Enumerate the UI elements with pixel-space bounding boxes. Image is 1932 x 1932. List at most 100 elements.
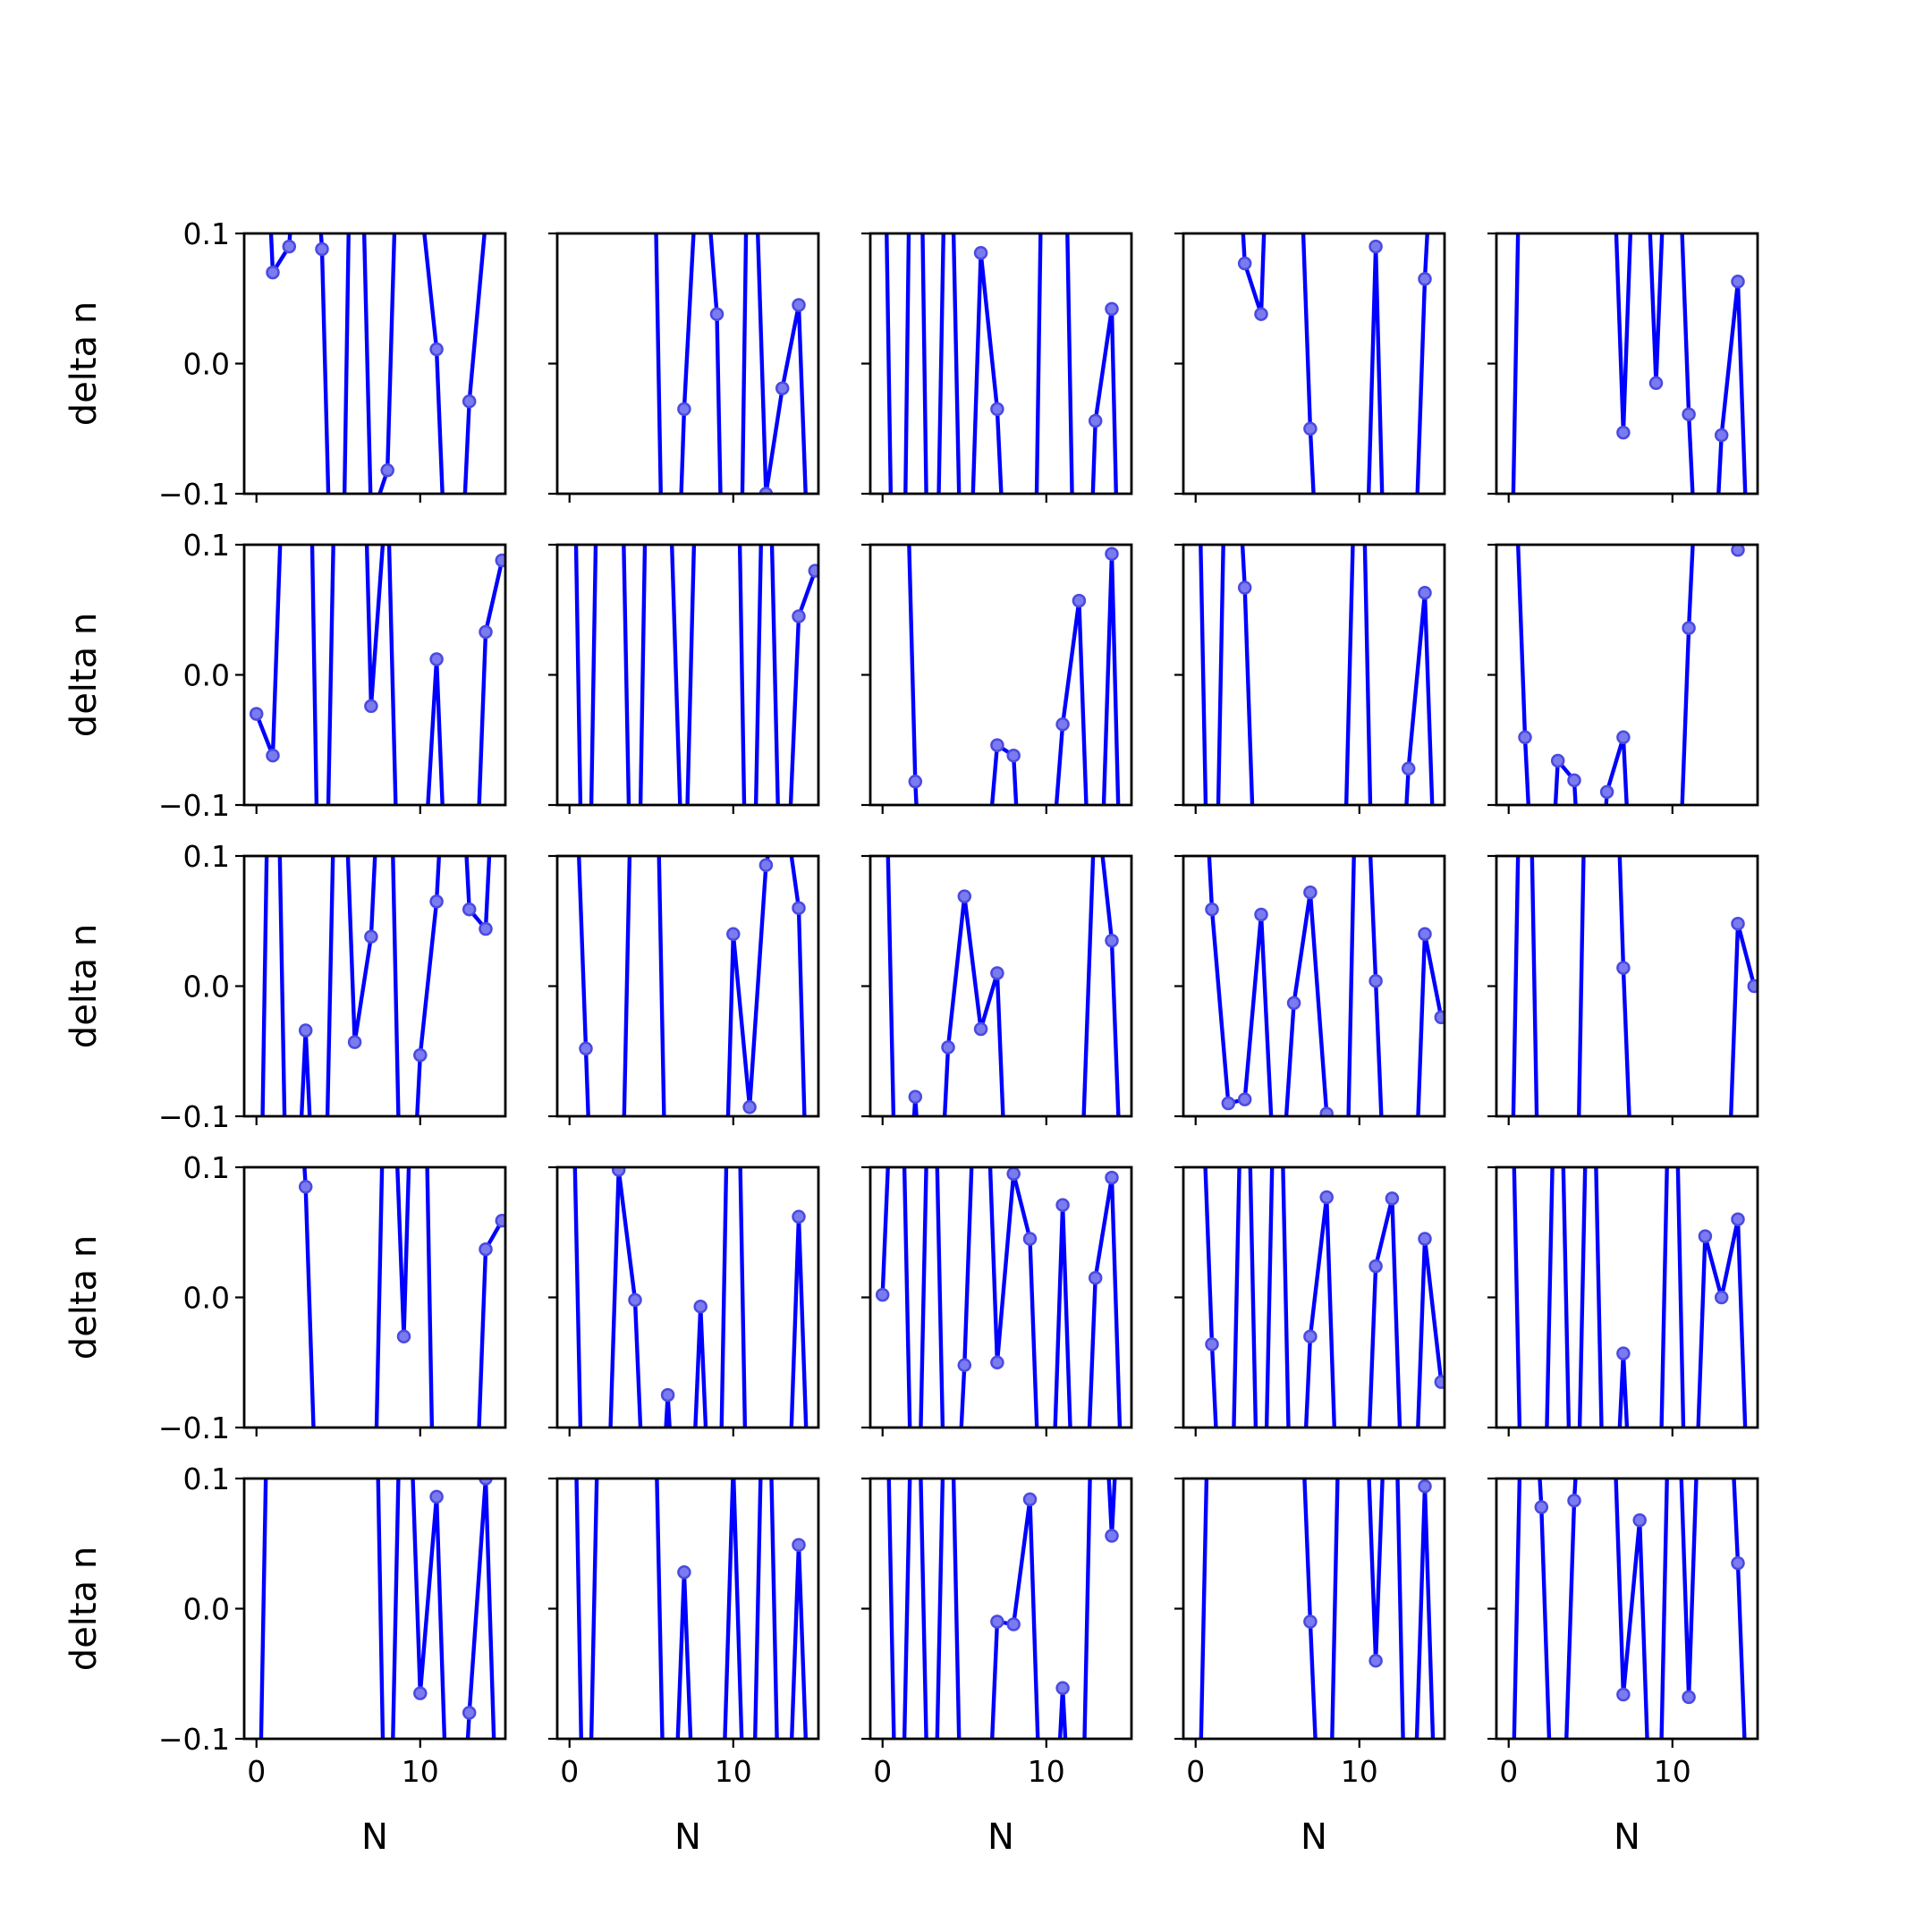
- subplots: −0.1 0.0 0.1 delta n −0.1 0.0 0.1 delta n −0.1 0.…: [64, 216, 1759, 1858]
- series-line: [1207, 856, 1444, 1116]
- y-tick-label: 0.1: [183, 216, 230, 251]
- series-line: [572, 1167, 809, 1428]
- data-point: [364, 929, 378, 944]
- y-tick-label: 0.1: [183, 1462, 230, 1496]
- data-point: [298, 1023, 313, 1038]
- data-point: [1747, 979, 1758, 994]
- subplot-r1-c1: −0.1 0.0 0.1 delta n: [64, 216, 507, 512]
- series-line: [268, 233, 487, 494]
- data-point: [990, 1355, 1004, 1370]
- y-tick-label: 0.0: [183, 1281, 230, 1316]
- data-point: [1385, 1191, 1400, 1206]
- data-point: [347, 1035, 362, 1049]
- data-point: [1254, 307, 1268, 321]
- data-point: [1648, 376, 1664, 391]
- data-point: [1006, 748, 1021, 763]
- y-axis-label: delta n: [64, 1235, 105, 1360]
- data-point: [1698, 1229, 1713, 1243]
- y-tick-label: −0.1: [158, 788, 230, 823]
- series-line: [1203, 1167, 1444, 1428]
- subplot-r1-c5: [1487, 232, 1759, 503]
- y-tick-label: 0.0: [183, 970, 230, 1004]
- subplot-r3-c5: [1487, 854, 1759, 1125]
- subplot-r4-c2: [548, 1165, 820, 1436]
- data-point: [1319, 1106, 1334, 1116]
- data-point: [1237, 580, 1252, 595]
- data-point: [266, 748, 280, 763]
- data-point: [1434, 1010, 1445, 1025]
- data-point: [364, 699, 378, 714]
- data-point: [742, 1100, 757, 1114]
- data-point: [1303, 1614, 1318, 1629]
- data-point: [792, 901, 806, 915]
- x-axis-label: N: [674, 1817, 701, 1858]
- data-point: [495, 553, 505, 568]
- data-point: [775, 381, 790, 395]
- x-tick-label: 10: [715, 1754, 752, 1789]
- x-axis-label: N: [1301, 1817, 1327, 1858]
- data-point: [1682, 621, 1696, 635]
- subplot-r4-c1: −0.1 0.0 0.1 delta n: [64, 1150, 507, 1445]
- data-point: [1567, 773, 1581, 788]
- axes-frame: [555, 1165, 820, 1429]
- x-tick-label: 10: [1341, 1754, 1378, 1789]
- data-point: [298, 1180, 313, 1194]
- data-point: [1006, 1617, 1021, 1631]
- data-point: [1088, 1270, 1103, 1285]
- subplot-r5-c3: 0 10 N: [861, 1477, 1133, 1858]
- series-line: [885, 233, 1118, 494]
- data-point: [1368, 973, 1383, 988]
- x-axis-label: N: [1614, 1817, 1640, 1858]
- subplot-r3-c1: −0.1 0.0 0.1 delta n: [64, 839, 507, 1134]
- data-point: [429, 652, 444, 666]
- subplot-r3-c3: [861, 854, 1133, 1125]
- x-tick-label: 10: [402, 1754, 439, 1789]
- series-line: [1512, 1479, 1747, 1739]
- subplot-r2-c3: [861, 543, 1133, 814]
- data-point: [1731, 275, 1745, 289]
- data-point: [1518, 730, 1532, 745]
- data-point: [1550, 753, 1565, 768]
- data-point: [495, 1213, 505, 1228]
- y-tick-label: −0.1: [158, 1722, 230, 1757]
- y-tick-label: 0.0: [183, 658, 230, 693]
- data-point: [1105, 301, 1119, 317]
- series-line: [1199, 1479, 1436, 1739]
- data-point: [1221, 1096, 1236, 1111]
- data-point: [973, 246, 988, 260]
- x-tick-label: 0: [560, 1754, 579, 1789]
- data-point: [1368, 239, 1383, 254]
- data-point: [1303, 1329, 1318, 1343]
- data-point: [875, 1287, 890, 1302]
- series-line: [258, 1479, 496, 1739]
- data-point: [1616, 1687, 1631, 1702]
- y-axis-label: delta n: [64, 924, 105, 1048]
- data-point: [1714, 428, 1729, 443]
- data-point: [990, 402, 1004, 417]
- data-point: [1731, 1212, 1745, 1226]
- subplot-r2-c2: [548, 543, 820, 814]
- data-point: [792, 1209, 806, 1224]
- data-point: [1616, 961, 1631, 975]
- data-point: [726, 927, 741, 942]
- x-tick-label: 10: [1028, 1754, 1065, 1789]
- subplot-r5-c2: 0 10 N: [548, 1477, 820, 1858]
- data-point: [611, 1167, 626, 1177]
- data-point: [1105, 933, 1119, 948]
- data-point: [990, 1614, 1004, 1629]
- data-point: [1055, 1198, 1070, 1212]
- data-point: [1237, 1092, 1252, 1106]
- x-axis-label: N: [361, 1817, 388, 1858]
- x-tick-label: 0: [873, 1754, 892, 1789]
- data-point: [792, 1538, 806, 1552]
- data-point: [1368, 1653, 1383, 1668]
- data-point: [282, 239, 297, 254]
- subplot-r1-c2: [548, 232, 820, 503]
- data-point: [808, 564, 818, 578]
- y-tick-label: −0.1: [158, 477, 230, 512]
- x-tick-label: 10: [1654, 1754, 1691, 1789]
- subplot-r4-c4: [1174, 1165, 1446, 1436]
- y-tick-label: −0.1: [158, 1099, 230, 1134]
- data-point: [1418, 586, 1432, 600]
- data-point: [792, 609, 806, 623]
